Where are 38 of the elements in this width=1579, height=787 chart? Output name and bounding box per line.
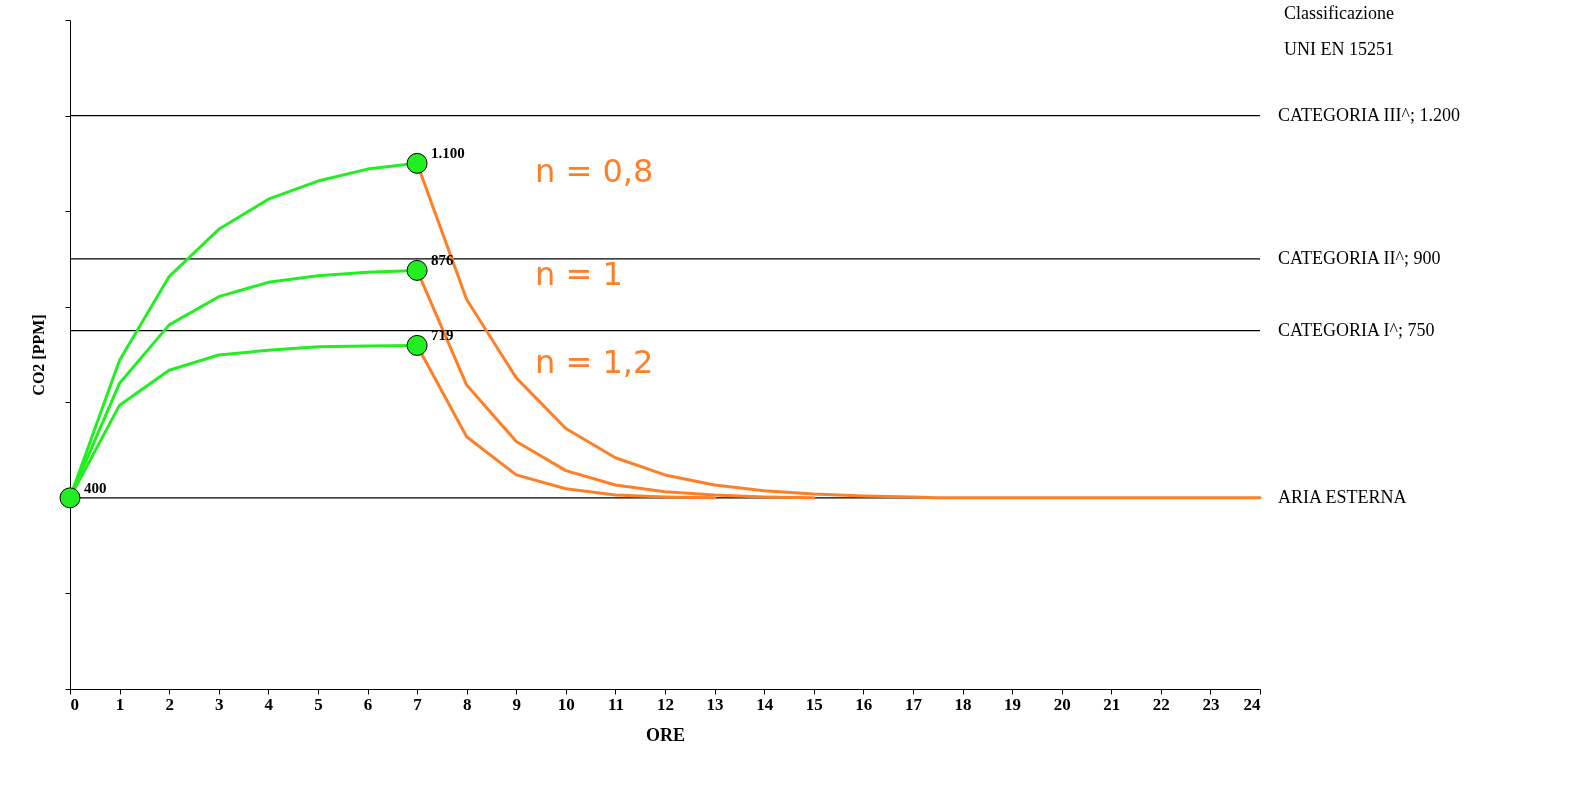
x-tick-label: 5 [314,694,323,714]
x-tick-label: 12 [657,694,674,714]
ref-line-label: CATEGORIA III^; 1.200 [1278,104,1460,125]
x-tick-label: 22 [1152,694,1170,714]
x-tick-label: 2 [165,694,174,714]
x-tick-label: 0 [70,694,79,714]
y-axis-title: CO2 [PPM] [30,314,47,396]
x-tick-label: 14 [756,694,774,714]
x-tick-label: 21 [1103,694,1121,714]
x-tick-label: 4 [264,694,274,714]
x-tick-label: 11 [607,694,624,714]
ref-line-label: CATEGORIA I^; 750 [1278,319,1435,340]
x-tick-label: 23 [1202,694,1220,714]
x-tick-label: 13 [706,694,724,714]
x-tick-label: 3 [215,694,224,714]
x-tick-label: 19 [1004,694,1022,714]
data-label: 400 [84,479,107,496]
annotation: n = 1,2 [535,343,654,381]
ref-line-label: ARIA ESTERNA [1278,486,1407,507]
x-tick-label: 8 [462,694,472,714]
x-tick-label: 20 [1053,694,1071,714]
x-tick-label: 17 [904,694,923,714]
x-tick-label: 24 [1243,694,1261,714]
x-tick-label: 7 [413,694,423,714]
annotation: n = 0,8 [535,152,654,190]
x-tick-label: 18 [954,694,972,714]
x-axis-title: ORE [645,724,686,745]
ref-line-label: CATEGORIA II^; 900 [1278,247,1441,268]
x-tick-label: 10 [557,694,575,714]
data-label: 1.100 [431,145,465,162]
text: Classificazione [1284,3,1394,23]
x-tick-label: 6 [363,694,373,714]
text: UNI EN 15251 [1284,39,1394,59]
annotation: n = 1 [535,255,623,293]
x-tick-label: 15 [805,694,823,714]
x-tick-label: 16 [855,694,873,714]
x-tick-label: 1 [115,694,125,714]
x-tick-label: 9 [512,694,521,714]
